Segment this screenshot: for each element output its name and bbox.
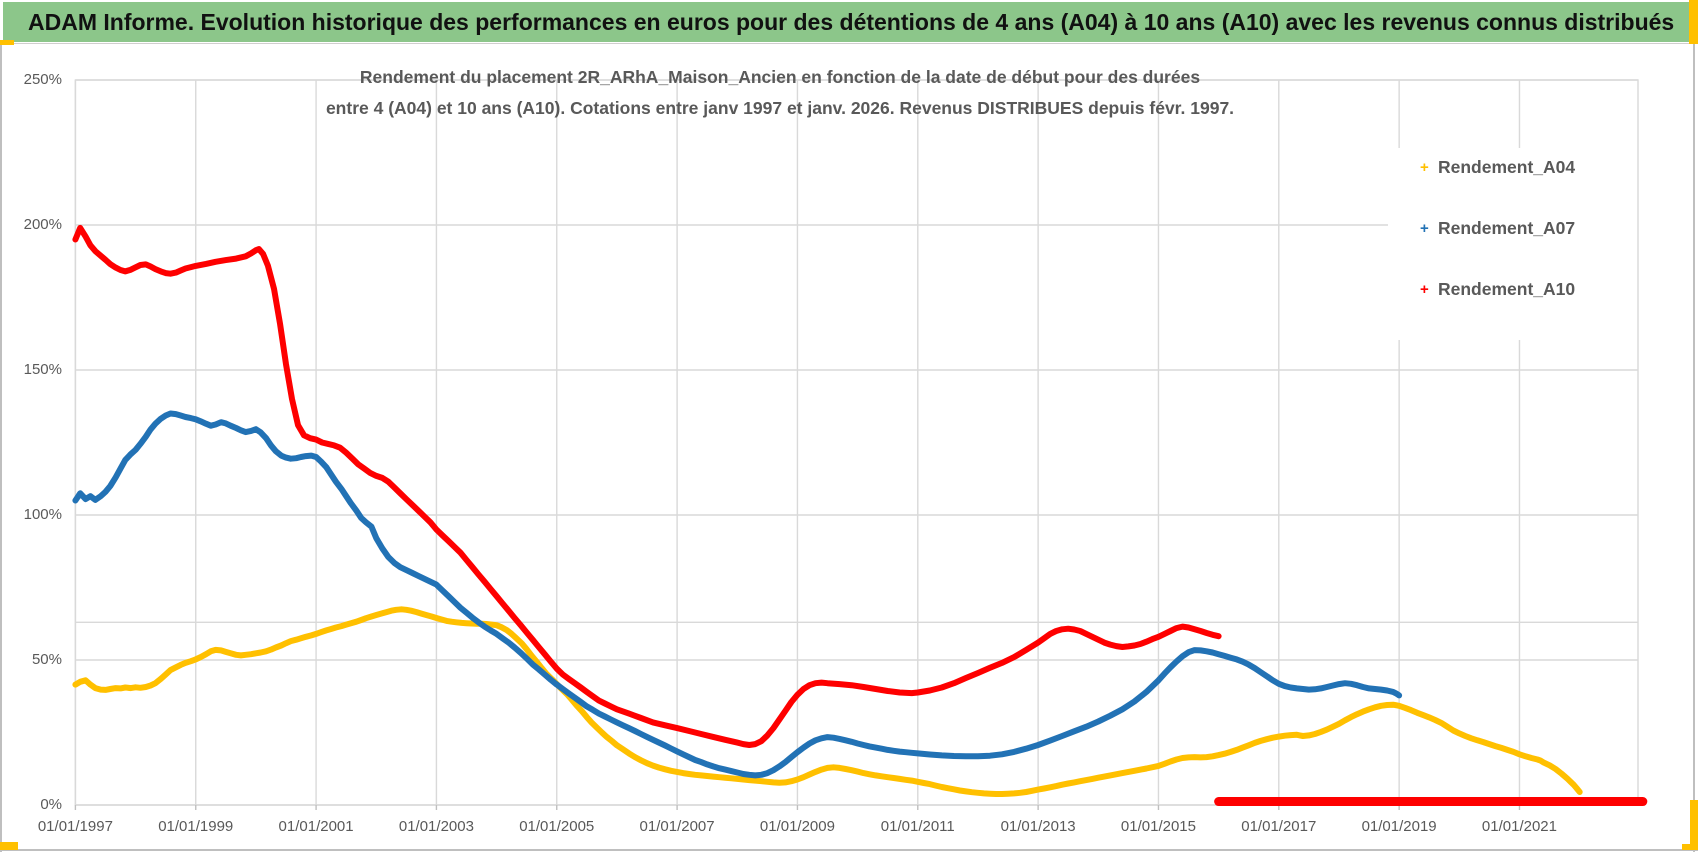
plot-area-border [74, 79, 1639, 806]
legend-label-a04: Rendement_A04 [1438, 156, 1576, 177]
plus-marker-icon-a10: + [1420, 280, 1429, 298]
selection-handle-top-right [1689, 0, 1698, 44]
selection-handle-bottom-left [0, 842, 18, 850]
selection-handle-bottom-right [1690, 800, 1698, 850]
chart-title-line1: Rendement du placement 2R_ARhA_Maison_An… [359, 67, 1201, 87]
banner-title: ADAM Informe. Evolution historique des p… [3, 2, 1691, 42]
plus-marker-icon-a04: + [1420, 158, 1429, 176]
x-tick-label-2003: 01/01/2003 [398, 818, 474, 835]
series-rendement_a07[interactable] [72, 410, 1403, 779]
x-tick-label-2019: 01/01/2019 [1361, 818, 1437, 835]
x-tick-label-2021: 01/01/2021 [1481, 818, 1557, 835]
y-tick-label-200: 200% [23, 216, 62, 233]
chart-legend: + Rendement_A04 + Rendement_A07 + Rendem… [1420, 152, 1670, 335]
y-tick-label-100: 100% [23, 506, 62, 523]
x-tick-label-2013: 01/01/2013 [1000, 818, 1076, 835]
series-rendement_a04[interactable] [72, 606, 1583, 797]
x-tick-label-2007: 01/01/2007 [639, 818, 715, 835]
banner-title-text: ADAM Informe. Evolution historique des p… [28, 8, 1675, 35]
plus-marker-icon-a07: + [1420, 219, 1429, 237]
x-tick-label-2009: 01/01/2009 [759, 818, 835, 835]
legend-background [1388, 148, 1682, 340]
chart-title: Rendement du placement 2R_ARhA_Maison_An… [200, 62, 1360, 124]
legend-item-a10[interactable]: + Rendement_A10 [1420, 274, 1670, 304]
selection-handle-top-left [0, 40, 14, 45]
series-rendement_a10[interactable] [72, 224, 1222, 748]
x-tick-label-2005: 01/01/2005 [519, 818, 595, 835]
x-tick-label-2011: 01/01/2011 [880, 818, 955, 835]
x-tick-label-1999: 01/01/1999 [158, 818, 234, 835]
window-border-bottom [0, 849, 1698, 851]
y-tick-label-50: 50% [31, 651, 62, 668]
x-tick-label-2001: 01/01/2001 [278, 818, 354, 835]
y-tick-label-0: 0% [40, 796, 62, 813]
y-tick-label-150: 150% [23, 361, 62, 378]
x-tick-label-2015: 01/01/2015 [1120, 818, 1196, 835]
y-tick-label-250: 250% [23, 71, 62, 88]
legend-label-a07: Rendement_A07 [1438, 217, 1576, 238]
window-border-left [0, 40, 2, 852]
x-tick-label-2017: 01/01/2017 [1241, 818, 1317, 835]
axis-ticks [74, 805, 1521, 810]
legend-item-a07[interactable]: + Rendement_A07 [1420, 213, 1670, 243]
chart-title-line2: entre 4 (A04) et 10 ans (A10). Cotations… [325, 98, 1235, 118]
selection-handle-bottom-right-h [1682, 844, 1698, 850]
banner-underline [0, 43, 1698, 44]
legend-item-a04[interactable]: + Rendement_A04 [1420, 152, 1670, 182]
legend-label-a10: Rendement_A10 [1438, 278, 1576, 299]
window-border-right [1693, 44, 1695, 852]
x-tick-label-1997: 01/01/1997 [37, 818, 113, 835]
